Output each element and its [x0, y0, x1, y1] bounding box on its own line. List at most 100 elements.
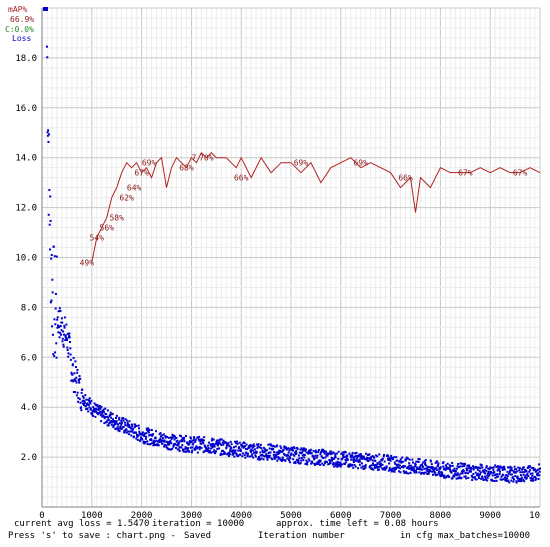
loss-point: [221, 453, 224, 456]
loss-point: [120, 423, 123, 426]
loss-point: [325, 450, 328, 453]
loss-point: [491, 466, 494, 469]
loss-point: [129, 427, 132, 430]
loss-point: [364, 464, 367, 467]
loss-point: [443, 474, 446, 477]
loss-point: [77, 379, 80, 382]
loss-point: [436, 465, 439, 468]
loss-point: [538, 470, 541, 473]
loss-point: [502, 478, 505, 481]
loss-point: [289, 457, 292, 460]
loss-point: [305, 459, 308, 462]
loss-point: [252, 456, 255, 459]
loss-point: [491, 479, 494, 482]
loss-point: [322, 448, 325, 451]
loss-point: [192, 439, 195, 442]
loss-point: [270, 457, 273, 460]
loss-point: [297, 458, 300, 461]
loss-point: [408, 458, 411, 461]
loss-point: [311, 461, 314, 464]
loss-point: [386, 454, 389, 457]
loss-point: [86, 402, 89, 405]
loss-point: [498, 466, 501, 469]
loss-point: [58, 336, 61, 339]
loss-point: [322, 464, 325, 467]
loss-point: [248, 446, 251, 449]
loss-point: [508, 471, 511, 474]
loss-point: [113, 421, 116, 424]
loss-point: [304, 462, 307, 465]
loss-point: [276, 453, 279, 456]
x-tick-label: 8000: [430, 511, 452, 521]
loss-point: [91, 413, 94, 416]
loss-point: [320, 451, 323, 454]
loss-point: [279, 458, 282, 461]
loss-point: [320, 448, 323, 451]
loss-point: [357, 467, 360, 470]
loss-point: [444, 468, 447, 471]
loss-point: [321, 450, 324, 453]
loss-point: [182, 438, 185, 441]
loss-point: [126, 424, 129, 427]
loss-point: [269, 443, 272, 446]
loss-point: [324, 460, 327, 463]
loss-point: [96, 412, 99, 415]
loss-point: [468, 465, 471, 468]
loss-point: [373, 466, 376, 469]
loss-point: [76, 371, 79, 374]
loss-point: [56, 326, 59, 329]
loss-point: [239, 448, 242, 451]
loss-point: [415, 460, 418, 463]
loss-point: [202, 451, 205, 454]
loss-point: [374, 454, 377, 457]
loss-point: [53, 355, 56, 358]
loss-point: [455, 477, 458, 480]
loss-point: [138, 439, 141, 442]
loss-point: [443, 476, 446, 479]
loss-point: [133, 431, 136, 434]
loss-point: [50, 254, 53, 257]
loss-point: [351, 463, 354, 466]
loss-point: [523, 476, 526, 479]
status-time-left: approx. time left = 0.08 hours: [276, 519, 439, 529]
loss-point: [207, 444, 210, 447]
loss-point: [157, 444, 160, 447]
loss-point: [282, 452, 285, 455]
loss-point: [388, 467, 391, 470]
loss-point: [166, 443, 169, 446]
loss-point: [70, 371, 73, 374]
loss-point: [183, 440, 186, 443]
loss-point: [473, 476, 476, 479]
legend-map-value: 66.9%: [10, 15, 34, 24]
loss-point: [334, 456, 337, 459]
loss-point: [328, 459, 331, 462]
loss-point: [262, 451, 265, 454]
loss-point: [399, 458, 402, 461]
loss-point: [208, 450, 211, 453]
loss-point: [169, 440, 172, 443]
loss-point: [474, 471, 477, 474]
loss-point: [342, 451, 345, 454]
loss-point: [301, 448, 304, 451]
loss-point: [401, 456, 404, 459]
loss-point: [348, 452, 351, 455]
loss-point: [492, 468, 495, 471]
loss-point: [284, 459, 287, 462]
loss-point: [518, 477, 521, 480]
loss-point: [276, 451, 279, 454]
loss-point: [342, 455, 345, 458]
loss-point: [337, 457, 340, 460]
loss-point: [282, 448, 285, 451]
map-label: 7: [191, 154, 196, 163]
loss-point: [420, 463, 423, 466]
loss-point: [358, 463, 361, 466]
loss-point: [246, 455, 249, 458]
loss-point: [143, 432, 146, 435]
loss-point: [508, 481, 511, 484]
loss-point: [355, 451, 358, 454]
loss-point: [389, 468, 392, 471]
loss-point: [140, 436, 143, 439]
loss-point: [314, 463, 317, 466]
loss-point: [265, 454, 268, 457]
loss-point: [309, 452, 312, 455]
